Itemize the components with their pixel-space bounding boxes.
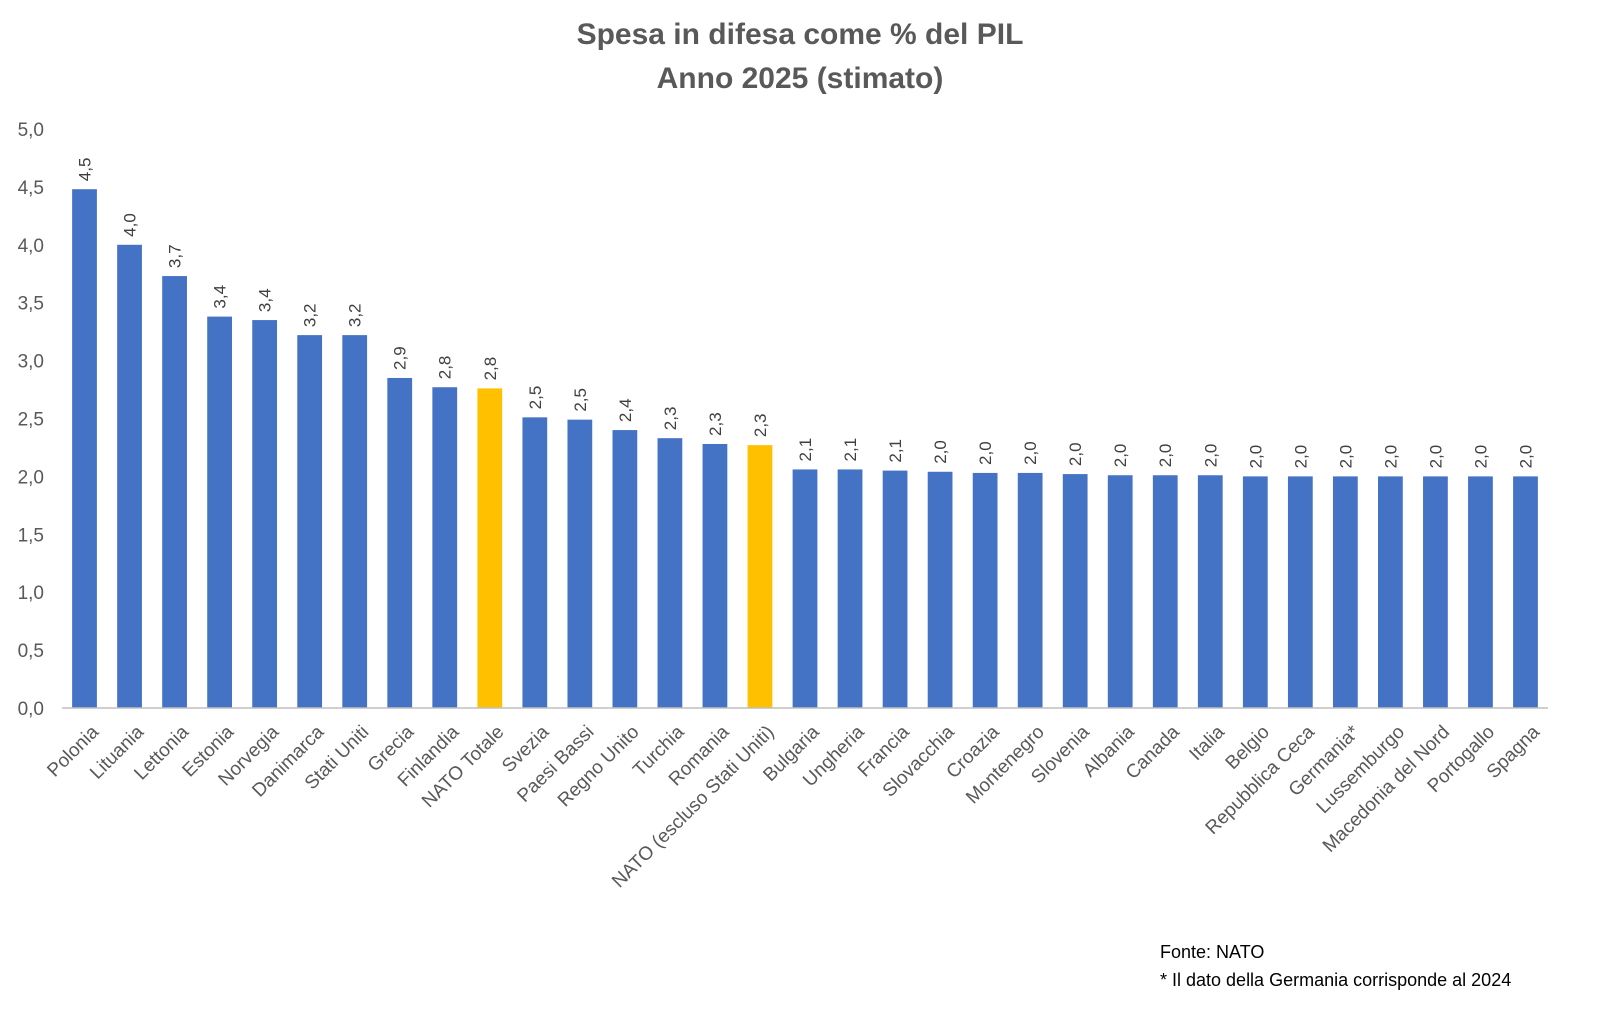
bar	[1513, 476, 1538, 708]
data-label: 3,4	[211, 285, 230, 309]
bar	[342, 335, 368, 708]
data-label: 2,5	[571, 388, 590, 412]
y-tick-label: 4,5	[18, 178, 44, 199]
data-label: 2,0	[1516, 445, 1535, 469]
data-label: 2,0	[1156, 444, 1175, 468]
bar	[1152, 475, 1178, 708]
data-label: 3,2	[346, 303, 365, 327]
bar	[477, 388, 503, 708]
data-label: 2,0	[1381, 445, 1400, 469]
y-tick-label: 1,5	[18, 525, 44, 546]
y-tick-label: 5,0	[18, 120, 44, 141]
bar	[1107, 475, 1133, 708]
germany-footnote: * Il dato della Germania corrisponde al …	[1160, 970, 1512, 990]
bar	[72, 189, 97, 708]
data-label: 3,2	[301, 303, 320, 327]
bar	[432, 387, 458, 708]
chart-title: Spesa in difesa come % del PIL	[576, 18, 1024, 51]
data-label: 2,0	[1246, 445, 1265, 469]
bar	[747, 445, 773, 708]
bar	[882, 470, 908, 708]
chart-subtitle: Anno 2025 (stimato)	[656, 62, 944, 95]
y-tick-label: 3,5	[18, 294, 44, 315]
bar	[387, 377, 413, 708]
bar	[297, 335, 323, 708]
data-label: 2,5	[526, 386, 545, 410]
data-label: 2,0	[1111, 444, 1130, 468]
data-label: 4,5	[76, 158, 95, 182]
y-tick-label: 4,0	[18, 236, 44, 257]
bar	[567, 419, 593, 708]
data-label: 2,0	[1336, 445, 1355, 469]
data-label: 2,3	[661, 407, 680, 431]
data-label: 2,8	[436, 356, 455, 380]
bar	[1378, 476, 1403, 708]
data-labels-group: 4,5 4,0 3,7 3,4 3,4 3,2 3,2 2,9 2,8 2,8 2,5 2,5 2,4 2…	[76, 158, 1536, 469]
bar	[1062, 474, 1088, 708]
bar	[162, 276, 187, 708]
bar	[837, 469, 863, 708]
bar	[612, 430, 638, 708]
data-label: 2,0	[1021, 441, 1040, 465]
data-label: 2,0	[931, 440, 950, 464]
data-label: 2,1	[796, 438, 815, 462]
data-label: 2,3	[706, 412, 725, 436]
y-tick-label: 1,0	[18, 583, 44, 604]
data-label: 2,1	[886, 439, 905, 463]
bar	[1423, 476, 1448, 708]
bar	[657, 438, 683, 708]
data-label: 2,8	[481, 357, 500, 381]
data-label: 3,4	[256, 288, 275, 312]
data-label: 2,4	[616, 398, 635, 422]
data-label: 2,0	[1471, 445, 1490, 469]
data-label: 2,0	[1426, 445, 1445, 469]
bar	[252, 320, 278, 708]
bar	[792, 469, 818, 708]
bar	[972, 472, 998, 708]
data-label: 2,0	[1291, 445, 1310, 469]
data-label: 2,0	[1066, 442, 1085, 466]
bar	[1017, 472, 1043, 708]
y-tick-label: 2,5	[18, 410, 44, 431]
data-label: 2,0	[976, 441, 995, 465]
bar	[522, 417, 548, 708]
bar	[1197, 475, 1223, 708]
category-labels-group: PoloniaLituaniaLettoniaEstoniaNorvegiaDa…	[43, 721, 1544, 892]
bar	[1242, 476, 1268, 708]
data-label: 4,0	[121, 213, 140, 237]
bar	[702, 443, 728, 708]
bar	[927, 471, 953, 708]
bar	[207, 316, 232, 708]
data-label: 2,0	[1201, 444, 1220, 468]
bar	[1468, 476, 1493, 708]
bar	[117, 244, 142, 709]
data-label: 2,9	[391, 346, 410, 370]
y-tick-label: 3,0	[18, 352, 44, 373]
bar	[1332, 476, 1358, 708]
y-tick-label: 2,0	[18, 467, 44, 488]
data-label: 2,1	[841, 438, 860, 462]
bar	[1287, 476, 1313, 708]
data-label: 2,3	[751, 413, 770, 437]
source-note: Fonte: NATO	[1160, 942, 1265, 962]
data-label: 3,7	[166, 244, 185, 268]
y-tick-label: 0,0	[18, 699, 44, 720]
y-tick-label: 0,5	[18, 641, 44, 662]
y-axis-labels: 0,0 0,5 1,0 1,5 2,0 2,5 3,0 3,5 4,0 4,5 5,0	[18, 120, 44, 720]
bars-group	[72, 189, 1538, 709]
